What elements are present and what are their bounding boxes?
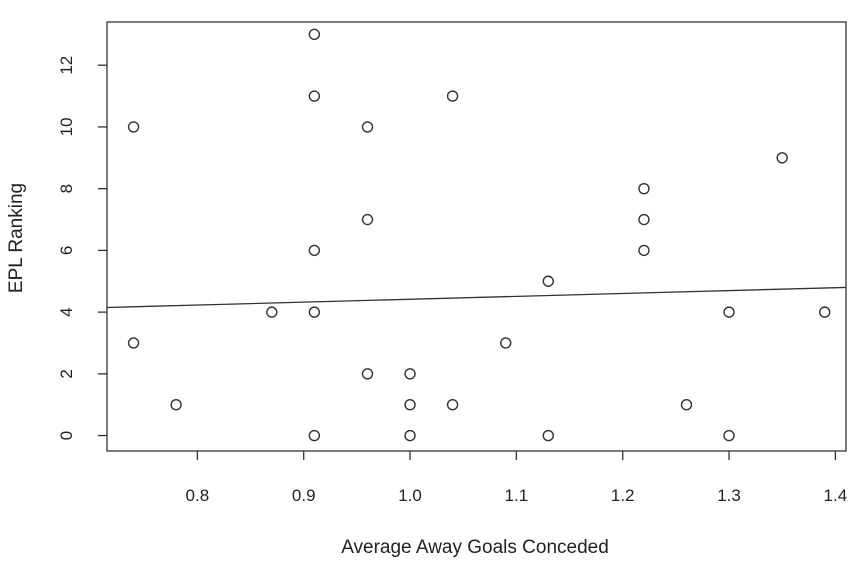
- data-point: [542, 275, 554, 287]
- trend-line: [106, 286, 847, 309]
- data-point: [404, 399, 416, 411]
- data-point: [308, 90, 321, 102]
- data-point: [170, 399, 182, 411]
- data-point: [361, 121, 374, 133]
- data-point: [308, 306, 321, 318]
- x-axis-title: Average Away Goals Conceded: [341, 537, 609, 558]
- data-point: [308, 28, 321, 41]
- y-tick-label: 12: [57, 56, 76, 75]
- plot-frame: [106, 21, 847, 452]
- data-points: [127, 28, 831, 442]
- x-tick-label: 0.8: [186, 486, 210, 505]
- data-point: [404, 429, 416, 442]
- y-axis: 0 2 4 6 8 10 12: [57, 56, 107, 440]
- data-point: [638, 182, 650, 195]
- y-tick-label: 2: [57, 369, 76, 378]
- x-tick-label: 1.3: [717, 486, 741, 505]
- data-point: [542, 429, 554, 442]
- data-point: [404, 368, 416, 380]
- data-point: [776, 152, 788, 164]
- x-tick-label: 1.0: [398, 486, 422, 505]
- data-point: [127, 121, 140, 133]
- x-tick-label: 1.1: [505, 486, 529, 505]
- data-point: [680, 399, 693, 411]
- y-tick-label: 4: [57, 307, 76, 316]
- data-point: [361, 213, 374, 226]
- y-axis-title: EPL Ranking: [6, 183, 27, 293]
- data-point: [723, 306, 735, 318]
- data-point: [266, 306, 278, 318]
- x-axis: 0.8 0.9 1.0 1.1 1.2 1.3 1.4: [186, 451, 848, 505]
- data-point: [446, 399, 459, 411]
- data-point: [446, 90, 459, 102]
- x-tick-label: 0.9: [292, 486, 316, 505]
- data-point: [308, 244, 321, 257]
- y-tick-label: 8: [57, 184, 76, 193]
- data-point: [638, 244, 650, 257]
- data-point: [723, 429, 735, 442]
- data-point: [361, 368, 374, 380]
- data-point: [819, 306, 831, 318]
- data-point: [127, 337, 140, 349]
- y-tick-label: 0: [57, 431, 76, 440]
- data-point: [500, 337, 512, 349]
- data-point: [638, 213, 650, 226]
- data-point: [308, 429, 321, 442]
- y-tick-label: 10: [57, 117, 76, 136]
- y-tick-label: 6: [57, 246, 76, 255]
- x-tick-label: 1.4: [824, 486, 848, 505]
- x-tick-label: 1.2: [611, 486, 635, 505]
